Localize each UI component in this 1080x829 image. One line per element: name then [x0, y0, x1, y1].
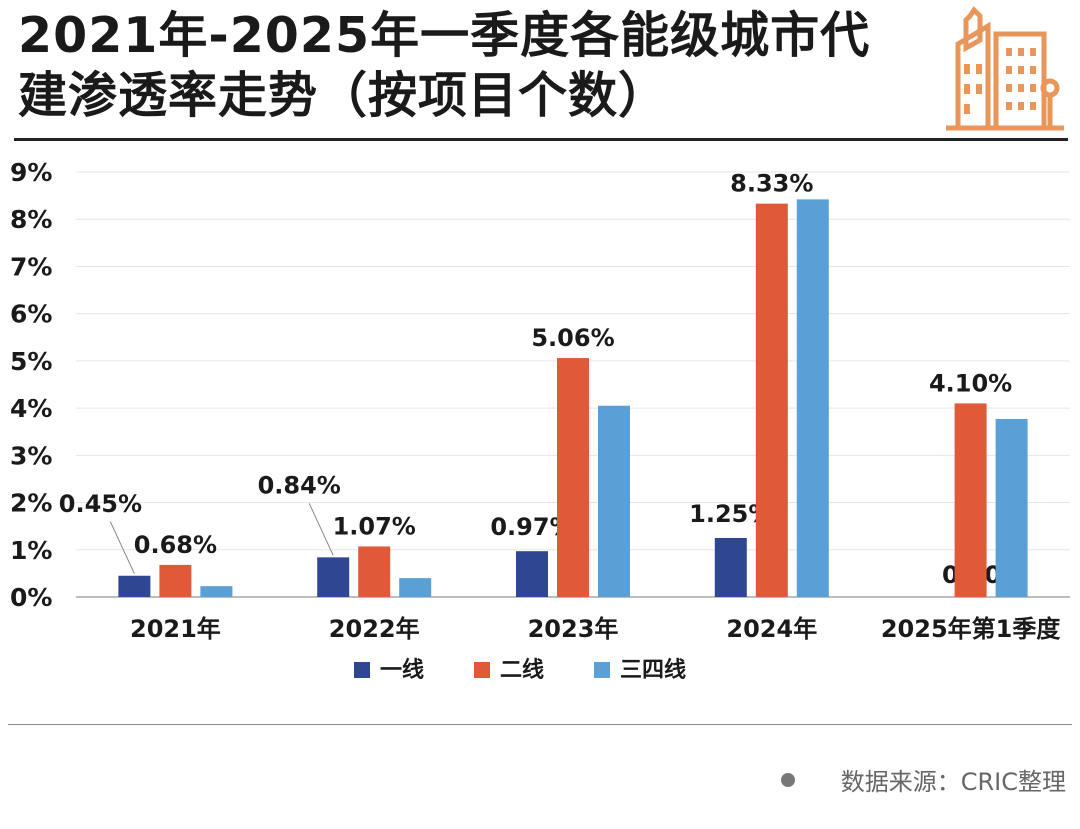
y-tick-label: 2% [10, 489, 52, 518]
x-tick-label: 2022年 [329, 615, 420, 643]
x-tick-label: 2023年 [528, 615, 619, 643]
bar-二线-3 [755, 203, 788, 597]
bar-一线-3 [714, 537, 747, 597]
legend-label: 三四线 [620, 657, 686, 683]
legend-swatch [594, 662, 610, 678]
bar-chart: 0% 1% 2% 3% 4% 5% 6% 7% 8% 9% 0.45% 0.68% 2021年 0.84%… [10, 158, 1070, 683]
source-note: 数据来源：CRIC整理 [780, 762, 1066, 797]
y-tick-label: 7% [10, 252, 52, 281]
data-label: 0.84% [258, 471, 341, 499]
title-divider [14, 138, 1068, 141]
bar-三四线-0 [200, 586, 233, 597]
y-tick-label: 3% [10, 441, 52, 470]
legend-swatch [354, 662, 370, 678]
data-label: 0.45% [59, 490, 142, 518]
data-label: 8.33% [730, 170, 813, 198]
y-tick-label: 8% [10, 205, 52, 234]
legend-label: 二线 [500, 657, 544, 683]
leader-line [308, 503, 334, 556]
bar-三四线-4 [995, 418, 1028, 597]
bar-二线-0 [159, 564, 192, 597]
legend-label: 一线 [380, 657, 424, 683]
x-tick-label: 2024年 [726, 615, 817, 643]
y-tick-label: 1% [10, 536, 52, 565]
x-tick-label: 2025年第1季度 [881, 615, 1061, 643]
data-label: 5.06% [531, 324, 614, 352]
bar-一线-2 [516, 551, 548, 597]
bar-一线-1 [317, 557, 350, 597]
bar-二线-1 [358, 546, 391, 597]
bar-三四线-2 [598, 405, 630, 597]
data-label: 1.07% [333, 512, 416, 540]
bar-一线-0 [118, 575, 151, 597]
chart-title: 2021年-2025年一季度各能级城市代建渗透率走势（按项目个数） [18, 7, 871, 124]
x-tick-label: 2021年 [130, 615, 221, 643]
bar-三四线-3 [796, 199, 829, 597]
bar-三四线-1 [399, 578, 432, 597]
y-tick-label: 9% [10, 158, 52, 187]
y-tick-label: 4% [10, 394, 52, 423]
y-tick-label: 0% [10, 583, 52, 612]
bar-二线-2 [557, 358, 589, 597]
bullet-dot-icon [780, 772, 795, 787]
legend-swatch [474, 662, 490, 678]
data-label: 0.68% [134, 531, 217, 559]
bar-二线-4 [954, 403, 987, 597]
footer-divider [8, 724, 1072, 725]
leader-line [109, 521, 135, 574]
building-skyline-icon [946, 6, 1064, 131]
data-label: 4.10% [929, 369, 1012, 397]
source-text: 数据来源：CRIC整理 [840, 768, 1066, 796]
y-tick-label: 6% [10, 300, 52, 329]
y-tick-label: 5% [10, 347, 52, 376]
